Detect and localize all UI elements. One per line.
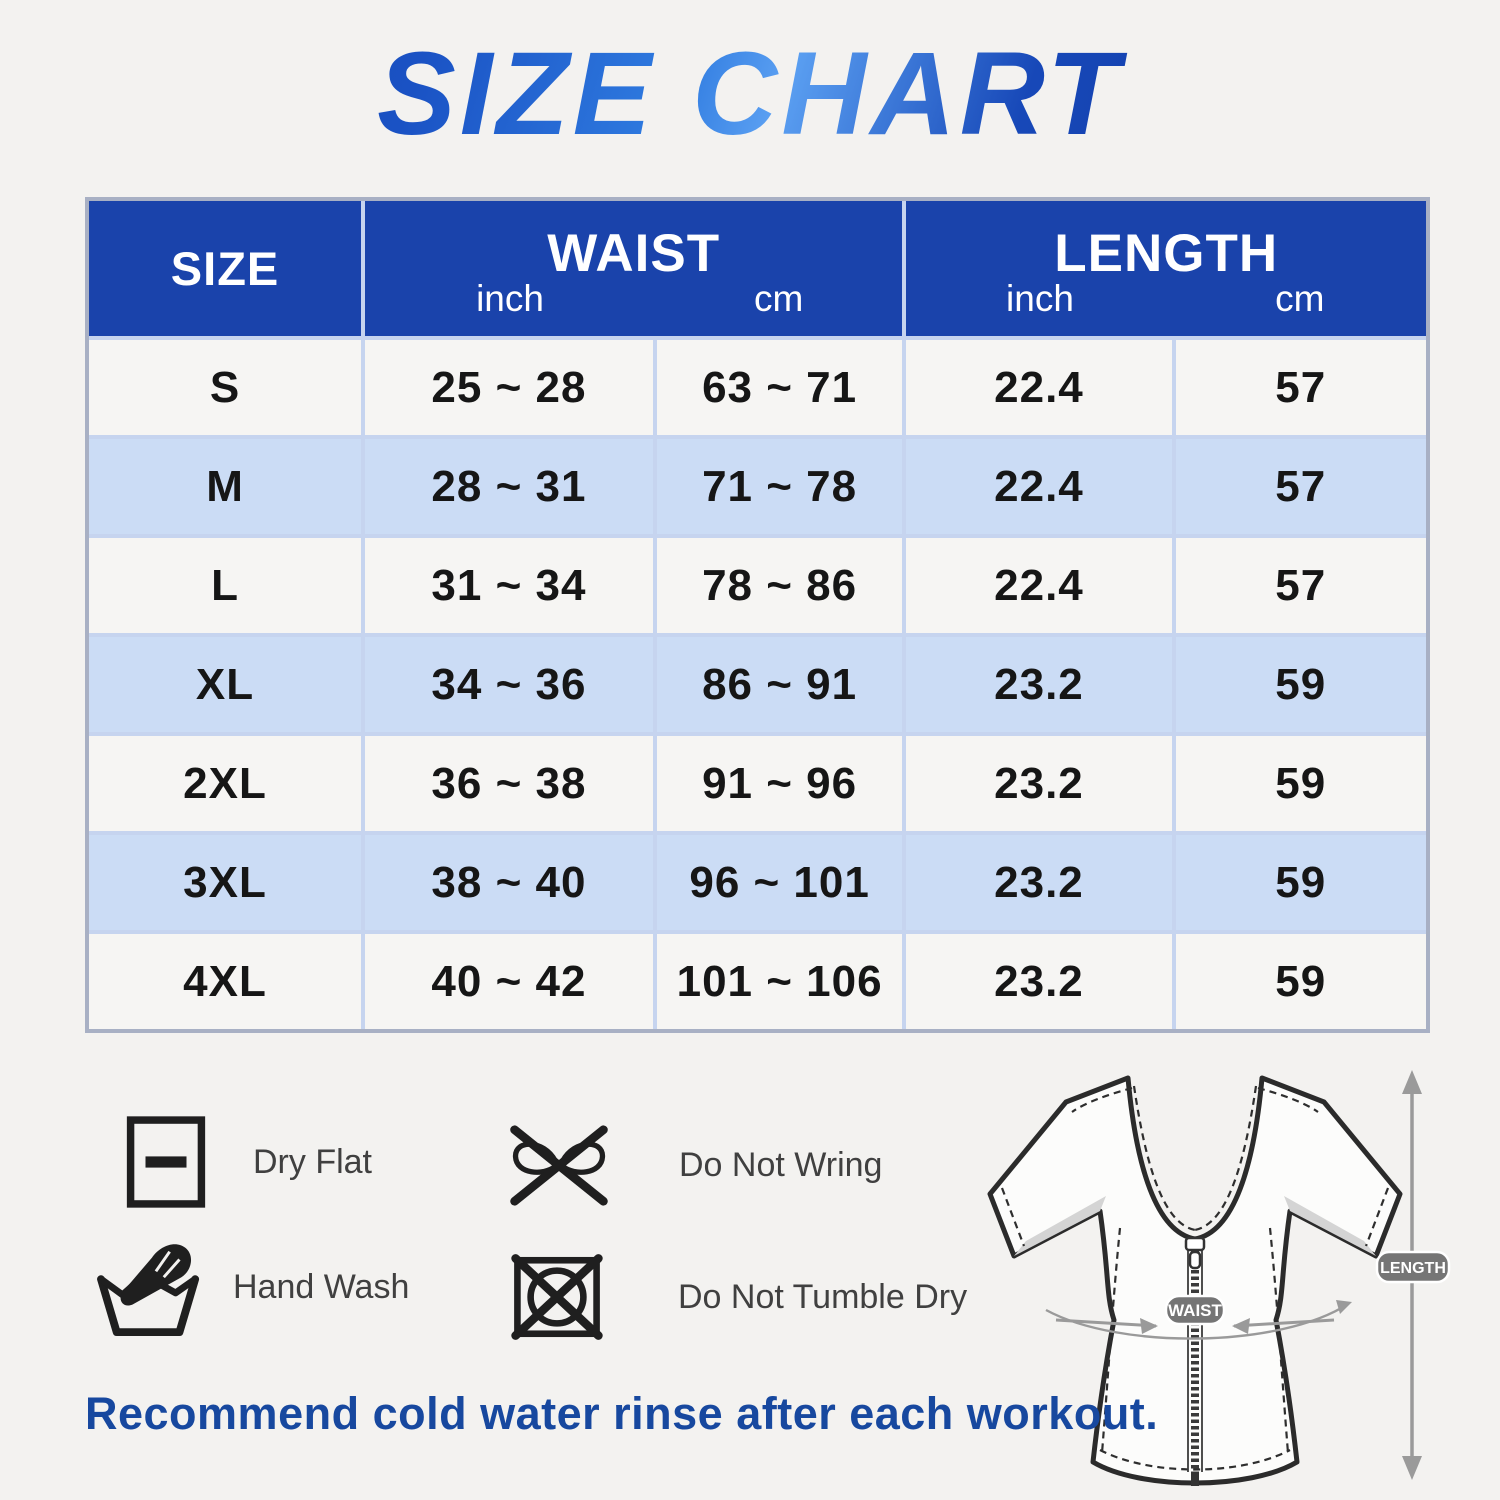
header-waist-group: WAIST inch cm	[365, 201, 903, 336]
seam-lines	[1000, 1085, 1390, 1471]
care-label: Do Not Wring	[679, 1146, 883, 1184]
cell-length-inch: 23.2	[906, 934, 1172, 1029]
left-gusset	[1014, 1196, 1106, 1256]
header-length-group: LENGTH inch cm	[906, 201, 1426, 336]
dry-flat-icon	[126, 1116, 206, 1208]
do-not-wring-icon	[510, 1125, 608, 1206]
waist-measure: WAIST	[1045, 1294, 1352, 1340]
hand-wash-icon	[97, 1244, 200, 1337]
waist-badge-label: WAIST	[1168, 1301, 1222, 1320]
waist-badge	[1164, 1294, 1226, 1326]
cell-size: M	[89, 439, 362, 534]
header-length-cm: cm	[1275, 278, 1325, 319]
cell-length-inch: 23.2	[906, 835, 1172, 930]
size-table: SIZE WAIST inch cm LENGTH inch cm S 25 ~…	[85, 197, 1430, 1033]
cell-waist-inch: 40 ~ 42	[365, 934, 653, 1029]
cell-length-inch: 22.4	[906, 439, 1172, 534]
care-item-do-not-tumble-dry: Do Not Tumble Dry	[508, 1250, 967, 1344]
cell-waist-inch: 36 ~ 38	[365, 736, 653, 831]
cell-length-inch: 22.4	[906, 538, 1172, 633]
page-title: SIZE CHART	[0, 26, 1500, 162]
header-length-inch: inch	[1006, 278, 1074, 319]
do-not-tumble-dry-icon	[511, 1254, 603, 1340]
header-waist-label: WAIST	[547, 224, 721, 283]
cell-waist-cm: 96 ~ 101	[656, 835, 903, 930]
cell-size: S	[89, 340, 362, 435]
cell-size: 2XL	[89, 736, 362, 831]
header-waist-inch: inch	[476, 278, 544, 319]
length-measure: LENGTH	[1375, 1070, 1451, 1480]
cell-length-cm: 59	[1175, 835, 1426, 930]
cell-size: 3XL	[89, 835, 362, 930]
header-size: SIZE	[89, 201, 362, 336]
cell-length-cm: 57	[1175, 538, 1426, 633]
cell-waist-inch: 34 ~ 36	[365, 637, 653, 732]
cell-waist-inch: 31 ~ 34	[365, 538, 653, 633]
cell-length-cm: 59	[1175, 934, 1426, 1029]
length-badge	[1375, 1250, 1451, 1284]
care-label: Do Not Tumble Dry	[678, 1277, 968, 1316]
cell-waist-inch: 28 ~ 31	[365, 439, 653, 534]
header-length-label: LENGTH	[1054, 224, 1279, 283]
cell-size: XL	[89, 637, 362, 732]
care-label: Hand Wash	[233, 1267, 410, 1306]
zipper	[1184, 1236, 1206, 1486]
garment-diagram: WAIST LENGTH	[987, 1070, 1451, 1486]
cell-size: L	[89, 538, 362, 633]
cell-length-cm: 59	[1175, 736, 1426, 831]
care-label: Dry Flat	[253, 1142, 372, 1181]
cell-length-inch: 23.2	[906, 736, 1172, 831]
cell-waist-inch: 38 ~ 40	[365, 835, 653, 930]
cell-length-inch: 22.4	[906, 340, 1172, 435]
care-item-hand-wash: Hand Wash	[93, 1236, 409, 1338]
cell-length-cm: 59	[1175, 637, 1426, 732]
cell-waist-cm: 91 ~ 96	[656, 736, 903, 831]
cell-waist-cm: 63 ~ 71	[656, 340, 903, 435]
right-gusset	[1284, 1196, 1376, 1256]
cell-waist-cm: 71 ~ 78	[656, 439, 903, 534]
cell-length-inch: 23.2	[906, 637, 1172, 732]
care-item-dry-flat: Dry Flat	[125, 1114, 372, 1210]
footer-note: Recommend cold water rinse after each wo…	[85, 1388, 1159, 1439]
length-badge-label: LENGTH	[1380, 1260, 1446, 1277]
cell-length-cm: 57	[1175, 439, 1426, 534]
cell-waist-cm: 78 ~ 86	[656, 538, 903, 633]
cell-waist-cm: 101 ~ 106	[656, 934, 903, 1029]
cell-size: 4XL	[89, 934, 362, 1029]
care-item-do-not-wring: Do Not Wring	[503, 1118, 882, 1213]
cell-waist-cm: 86 ~ 91	[656, 637, 903, 732]
header-waist-cm: cm	[754, 278, 804, 319]
cell-waist-inch: 25 ~ 28	[365, 340, 653, 435]
cell-length-cm: 57	[1175, 340, 1426, 435]
